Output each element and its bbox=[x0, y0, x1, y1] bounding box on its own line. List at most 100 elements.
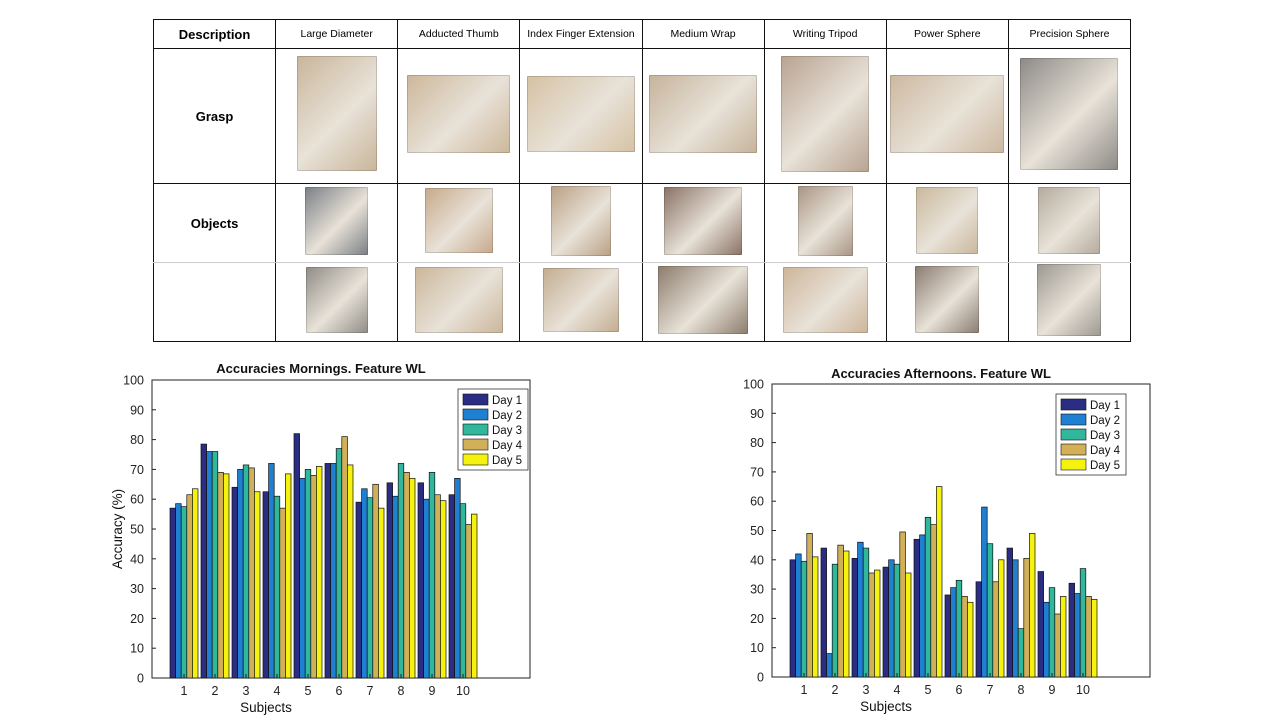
bar-subject-1-day-3 bbox=[800, 560, 808, 678]
header-medium-wrap: Medium Wrap bbox=[641, 19, 765, 49]
y-tick-label: 70 bbox=[750, 465, 764, 479]
grasp-photo-writing-tripod bbox=[781, 55, 870, 172]
bar-subject-5-day-5 bbox=[316, 466, 323, 679]
header-large-diameter: Large Diameter bbox=[275, 19, 399, 49]
chart-title: Accuracies Afternoons. Feature WL bbox=[831, 366, 1051, 381]
bar-subject-10-day-1 bbox=[448, 494, 455, 679]
bar-subject-3-day-5 bbox=[874, 569, 881, 678]
bar-subject-5-day-3 bbox=[304, 469, 312, 679]
legend-label: Day 5 bbox=[492, 455, 522, 467]
bar-subject-4-day-4 bbox=[899, 531, 906, 678]
legend-swatch-day-5 bbox=[462, 453, 489, 466]
bar-subject-1-day-5 bbox=[812, 556, 819, 678]
grasp-row: Grasp bbox=[152, 48, 1132, 184]
x-tick-label: 5 bbox=[925, 683, 932, 697]
object-photo-bottle bbox=[305, 186, 369, 255]
bar-subject-8-day-5 bbox=[1029, 533, 1036, 678]
bar-subject-6-day-3 bbox=[955, 579, 963, 678]
bar-subject-9-day-2 bbox=[423, 498, 430, 679]
bar-subject-5-day-2 bbox=[919, 534, 926, 678]
object-photo-tennis-ball bbox=[916, 187, 979, 254]
legend-swatch-day-3 bbox=[462, 423, 489, 436]
legend-swatch-day-4 bbox=[1060, 443, 1087, 456]
bar-subject-1-day-1 bbox=[789, 559, 796, 678]
bar-subject-4-day-2 bbox=[888, 559, 895, 678]
bar-subject-6-day-2 bbox=[950, 587, 957, 678]
bar-subject-9-day-1 bbox=[417, 482, 424, 679]
bar-subject-1-day-2 bbox=[175, 503, 182, 679]
legend-label: Day 1 bbox=[492, 395, 522, 407]
legend-label: Day 3 bbox=[1090, 430, 1120, 442]
object-photo-hairbrush bbox=[664, 186, 743, 255]
bar-subject-1-day-5 bbox=[192, 488, 199, 679]
object-photo-knife bbox=[550, 185, 611, 256]
y-tick-label: 10 bbox=[130, 642, 144, 656]
legend-swatch-day-1 bbox=[1060, 398, 1087, 411]
y-tick-label: 90 bbox=[750, 407, 764, 421]
bar-subject-6-day-1 bbox=[944, 594, 951, 678]
bar-subject-2-day-4 bbox=[217, 472, 224, 679]
header-power-sphere: Power Sphere bbox=[885, 19, 1009, 49]
legend-swatch-day-3 bbox=[1060, 428, 1087, 441]
bar-subject-7-day-1 bbox=[355, 501, 362, 679]
bar-subject-2-day-3 bbox=[211, 451, 219, 679]
bar-subject-6-day-1 bbox=[324, 463, 331, 679]
y-tick-label: 80 bbox=[130, 433, 144, 447]
y-tick-label: 80 bbox=[750, 436, 764, 450]
bar-subject-1-day-2 bbox=[795, 553, 802, 678]
grasp-photo-precision-sphere bbox=[1020, 57, 1119, 170]
bar-subject-3-day-1 bbox=[851, 557, 858, 678]
legend-swatch-day-4 bbox=[462, 438, 489, 451]
bar-subject-9-day-5 bbox=[440, 500, 447, 679]
object-photo-fork bbox=[542, 267, 619, 332]
legend-label: Day 1 bbox=[1090, 400, 1120, 412]
legend-label: Day 5 bbox=[1090, 460, 1120, 472]
y-tick-label: 10 bbox=[750, 641, 764, 655]
bar-subject-4-day-3 bbox=[273, 495, 281, 679]
y-tick-label: 50 bbox=[750, 524, 764, 538]
y-tick-label: 60 bbox=[750, 495, 764, 509]
bar-subject-2-day-1 bbox=[820, 547, 827, 678]
legend: Day 1 Day 2 Day 3 Day 4 Day 5 bbox=[1055, 393, 1127, 476]
bar-subject-2-day-5 bbox=[223, 473, 230, 679]
bar-subject-3-day-1 bbox=[231, 486, 238, 679]
grasp-photo-index-finger-extension bbox=[526, 75, 635, 152]
bar-subject-2-day-3 bbox=[831, 563, 839, 678]
bar-subject-2-day-2 bbox=[826, 653, 833, 678]
bar-subject-7-day-2 bbox=[981, 506, 988, 678]
legend: Day 1 Day 2 Day 3 Day 4 Day 5 bbox=[457, 388, 529, 471]
bar-subject-10-day-2 bbox=[1074, 593, 1081, 678]
object-photo-pencil bbox=[782, 266, 868, 333]
objects-row-label: Objects bbox=[152, 183, 277, 263]
bar-subject-6-day-5 bbox=[347, 464, 354, 679]
bar-subject-9-day-4 bbox=[1054, 613, 1061, 678]
x-tick-label: 8 bbox=[398, 684, 405, 698]
x-tick-label: 9 bbox=[429, 684, 436, 698]
bar-subject-7-day-3 bbox=[986, 543, 994, 678]
bar-subject-7-day-4 bbox=[992, 581, 999, 678]
bar-subject-1-day-3 bbox=[180, 506, 188, 679]
bar-subject-5-day-1 bbox=[913, 538, 920, 678]
y-tick-label: 40 bbox=[130, 552, 144, 566]
header-precision-sphere: Precision Sphere bbox=[1007, 19, 1132, 49]
bar-subject-4-day-1 bbox=[262, 491, 269, 679]
bar-subject-6-day-4 bbox=[961, 596, 968, 678]
x-tick-label: 3 bbox=[243, 684, 250, 698]
bar-subject-6-day-3 bbox=[335, 448, 343, 679]
x-tick-label: 7 bbox=[367, 684, 374, 698]
objects-row-2 bbox=[152, 262, 1132, 342]
bar-subject-3-day-3 bbox=[862, 547, 870, 678]
bar-subject-7-day-4 bbox=[372, 483, 379, 679]
x-tick-label: 9 bbox=[1049, 683, 1056, 697]
x-tick-label: 10 bbox=[1076, 683, 1090, 697]
x-tick-label: 8 bbox=[1018, 683, 1025, 697]
x-tick-label: 1 bbox=[801, 683, 808, 697]
bar-subject-7-day-5 bbox=[378, 507, 385, 679]
bar-subject-8-day-4 bbox=[403, 472, 410, 679]
y-axis-label: Accuracy (%) bbox=[110, 489, 125, 569]
y-tick-label: 70 bbox=[130, 463, 144, 477]
bar-subject-5-day-4 bbox=[930, 524, 937, 678]
bar-subject-1-day-4 bbox=[186, 494, 193, 679]
bar-subject-4-day-5 bbox=[285, 473, 292, 679]
x-tick-label: 3 bbox=[863, 683, 870, 697]
